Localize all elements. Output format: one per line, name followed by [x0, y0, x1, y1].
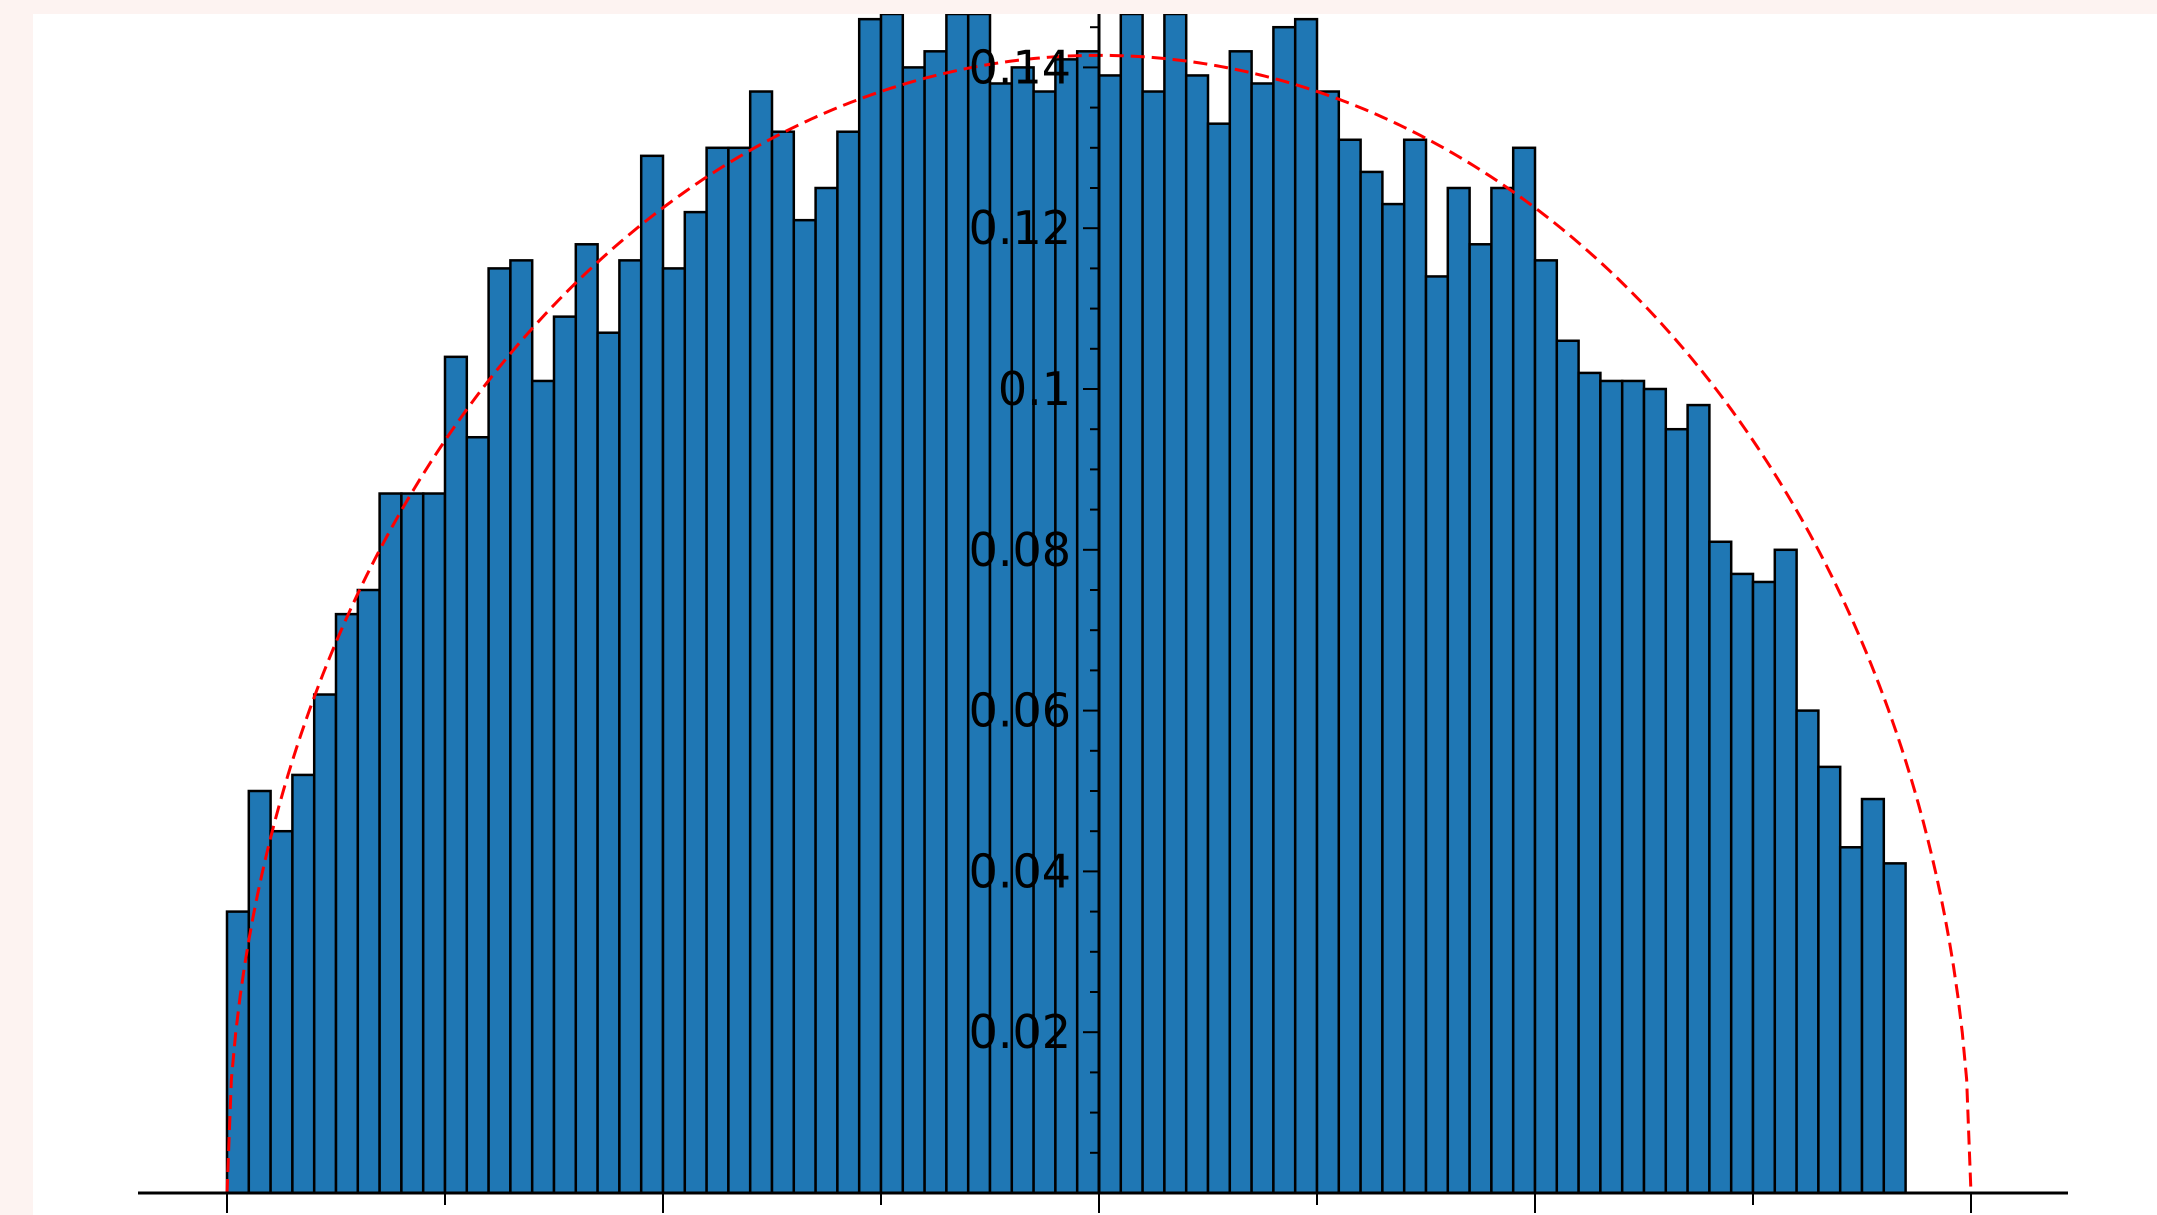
- histogram-bar: [1337, 138, 1362, 1195]
- histogram-bar: [923, 50, 948, 1195]
- histogram-bar: [1163, 14, 1188, 1195]
- histogram-bar: [683, 210, 708, 1195]
- histogram-bar: [1751, 580, 1777, 1195]
- histogram-bar: [1315, 90, 1341, 1195]
- histogram-bar: [618, 259, 643, 1195]
- histogram-bar: [901, 66, 926, 1195]
- histogram-bar: [1293, 17, 1319, 1195]
- histogram-bar: [1359, 170, 1384, 1195]
- histogram-bar: [530, 379, 556, 1195]
- histogram-bar: [639, 154, 665, 1195]
- histogram-bar: [356, 588, 381, 1195]
- histogram-bar: [421, 492, 447, 1195]
- histogram-bar: [1402, 138, 1428, 1195]
- histogram-bar: [1817, 765, 1842, 1195]
- histogram-bar: [1446, 186, 1471, 1195]
- histogram-bar: [879, 14, 905, 1195]
- histogram-bar: [1555, 339, 1580, 1195]
- histogram-bar: [291, 773, 316, 1195]
- histogram-bar: [1773, 548, 1798, 1195]
- histogram-bar: [574, 243, 599, 1195]
- y-tick-label: 0.08: [969, 523, 1071, 577]
- histogram-bar: [400, 492, 425, 1195]
- histogram-bar: [1642, 387, 1668, 1195]
- histogram-bar: [1184, 74, 1210, 1195]
- histogram-bar: [1795, 709, 1820, 1195]
- histogram-bar: [1272, 25, 1297, 1195]
- histogram-bar: [487, 267, 512, 1195]
- histogram-bar: [748, 90, 774, 1195]
- histogram-bar: [596, 331, 621, 1195]
- histogram-bar: [552, 315, 578, 1195]
- histogram-bar: [509, 259, 534, 1195]
- histogram-bar: [1228, 50, 1253, 1195]
- histogram-bar: [727, 146, 752, 1195]
- histogram-bar: [1882, 862, 1907, 1195]
- histogram-bar: [378, 492, 403, 1195]
- histogram-bar: [945, 14, 970, 1195]
- histogram-bar: [661, 267, 687, 1195]
- histogram-bar: [269, 829, 294, 1195]
- histogram-bar: [836, 130, 861, 1195]
- histogram-bar: [312, 693, 338, 1195]
- histogram-bar: [1599, 379, 1624, 1195]
- y-tick-label: 0.06: [969, 684, 1071, 738]
- histogram-bar: [857, 17, 883, 1195]
- histogram-bar: [1511, 146, 1537, 1195]
- histogram-bar: [1838, 846, 1864, 1195]
- histogram-chart: 0.02 0.04 0.06 0.08 0.1 0.12 0.14: [138, 14, 2068, 1213]
- histogram-bar: [770, 130, 796, 1195]
- histogram-bar: [1250, 82, 1275, 1195]
- histogram-bar: [1468, 243, 1493, 1195]
- y-tick-label: 0.02: [969, 1005, 1071, 1059]
- histogram-bar: [334, 612, 360, 1195]
- histogram-bar: [1729, 572, 1755, 1195]
- histogram-bar: [1097, 74, 1123, 1195]
- histogram-bar: [1381, 202, 1406, 1195]
- histogram-bar: [1708, 540, 1733, 1195]
- histogram-bar: [1490, 186, 1515, 1195]
- histogram-bar: [1664, 427, 1689, 1195]
- histogram-bar: [1141, 90, 1166, 1195]
- histogram-bar: [1686, 403, 1711, 1195]
- y-tick-label: 0.04: [969, 844, 1071, 898]
- histogram-bar: [792, 218, 817, 1195]
- histogram-bar: [814, 186, 839, 1195]
- histogram-bar: [1424, 275, 1450, 1195]
- histogram-bar: [443, 355, 469, 1195]
- histogram-bar: [1620, 379, 1646, 1195]
- histogram-bar: [705, 146, 730, 1195]
- histogram-bar: [465, 435, 490, 1195]
- histogram-bar: [1119, 14, 1144, 1195]
- y-tick-label: 0.14: [969, 40, 1071, 94]
- histogram-bar: [1860, 797, 1886, 1195]
- y-tick-label: 0.12: [969, 201, 1071, 255]
- histogram-bar: [1577, 371, 1602, 1195]
- histogram-bar: [1075, 50, 1101, 1195]
- histogram-bar: [1533, 259, 1559, 1195]
- y-tick-label: 0.1: [998, 362, 1071, 416]
- plot-area: 0.02 0.04 0.06 0.08 0.1 0.12 0.14: [33, 14, 2157, 1215]
- histogram-bar: [1206, 122, 1232, 1195]
